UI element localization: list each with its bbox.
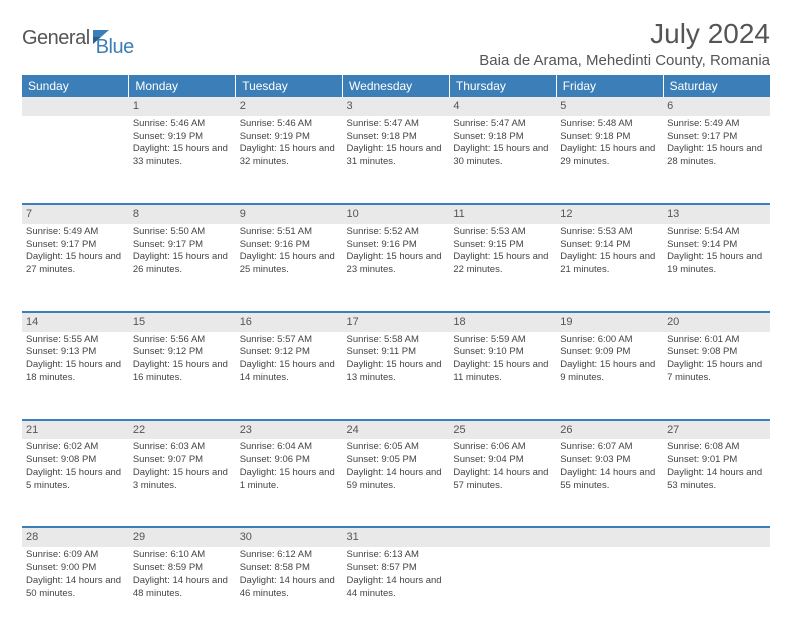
day-cell — [556, 547, 663, 635]
day-header-row: Sunday Monday Tuesday Wednesday Thursday… — [22, 75, 770, 97]
day-cell: Sunrise: 5:48 AM Sunset: 9:18 PM Dayligh… — [556, 116, 663, 204]
day-cell: Sunrise: 5:57 AM Sunset: 9:12 PM Dayligh… — [236, 332, 343, 420]
day-cell: Sunrise: 5:49 AM Sunset: 9:17 PM Dayligh… — [22, 224, 129, 312]
day-number-row: 123456 — [22, 97, 770, 116]
day-number — [556, 528, 663, 547]
day-cell: Sunrise: 6:12 AM Sunset: 8:58 PM Dayligh… — [236, 547, 343, 635]
day-cell: Sunrise: 5:59 AM Sunset: 9:10 PM Dayligh… — [449, 332, 556, 420]
day-number: 7 — [22, 205, 129, 224]
month-title: July 2024 — [479, 18, 770, 50]
day-number-row: 28293031 — [22, 528, 770, 547]
day-content-row: Sunrise: 5:55 AM Sunset: 9:13 PM Dayligh… — [22, 332, 770, 420]
day-header: Saturday — [663, 75, 770, 97]
day-content-row: Sunrise: 6:02 AM Sunset: 9:08 PM Dayligh… — [22, 439, 770, 527]
day-cell: Sunrise: 5:46 AM Sunset: 9:19 PM Dayligh… — [236, 116, 343, 204]
day-number — [449, 528, 556, 547]
day-cell: Sunrise: 5:53 AM Sunset: 9:15 PM Dayligh… — [449, 224, 556, 312]
day-number: 2 — [236, 97, 343, 116]
logo-text-blue: Blue — [96, 36, 134, 59]
title-block: July 2024 Baia de Arama, Mehedinti Count… — [479, 18, 770, 69]
day-content-row: Sunrise: 5:46 AM Sunset: 9:19 PM Dayligh… — [22, 116, 770, 204]
day-number: 28 — [22, 528, 129, 547]
day-cell: Sunrise: 6:06 AM Sunset: 9:04 PM Dayligh… — [449, 439, 556, 527]
logo: General Blue — [22, 18, 134, 59]
day-number: 13 — [663, 205, 770, 224]
day-number-row: 21222324252627 — [22, 421, 770, 440]
day-content-row: Sunrise: 6:09 AM Sunset: 9:00 PM Dayligh… — [22, 547, 770, 635]
location: Baia de Arama, Mehedinti County, Romania — [479, 52, 770, 69]
day-number: 25 — [449, 421, 556, 440]
day-number: 22 — [129, 421, 236, 440]
day-cell: Sunrise: 6:03 AM Sunset: 9:07 PM Dayligh… — [129, 439, 236, 527]
day-number: 15 — [129, 313, 236, 332]
day-number: 18 — [449, 313, 556, 332]
day-cell: Sunrise: 5:54 AM Sunset: 9:14 PM Dayligh… — [663, 224, 770, 312]
day-cell: Sunrise: 5:56 AM Sunset: 9:12 PM Dayligh… — [129, 332, 236, 420]
day-number: 14 — [22, 313, 129, 332]
calendar-table: Sunday Monday Tuesday Wednesday Thursday… — [22, 75, 770, 635]
day-number — [22, 97, 129, 116]
day-cell: Sunrise: 6:01 AM Sunset: 9:08 PM Dayligh… — [663, 332, 770, 420]
day-header: Tuesday — [236, 75, 343, 97]
day-number: 31 — [343, 528, 450, 547]
day-number: 12 — [556, 205, 663, 224]
day-header: Friday — [556, 75, 663, 97]
day-number: 21 — [22, 421, 129, 440]
day-cell: Sunrise: 5:55 AM Sunset: 9:13 PM Dayligh… — [22, 332, 129, 420]
day-number — [663, 528, 770, 547]
day-cell: Sunrise: 6:02 AM Sunset: 9:08 PM Dayligh… — [22, 439, 129, 527]
day-header: Wednesday — [343, 75, 450, 97]
day-number: 24 — [343, 421, 450, 440]
day-cell: Sunrise: 6:08 AM Sunset: 9:01 PM Dayligh… — [663, 439, 770, 527]
header: General Blue July 2024 Baia de Arama, Me… — [22, 18, 770, 69]
day-number: 19 — [556, 313, 663, 332]
day-number: 17 — [343, 313, 450, 332]
day-cell: Sunrise: 5:52 AM Sunset: 9:16 PM Dayligh… — [343, 224, 450, 312]
day-cell: Sunrise: 6:13 AM Sunset: 8:57 PM Dayligh… — [343, 547, 450, 635]
day-cell — [22, 116, 129, 204]
day-header: Monday — [129, 75, 236, 97]
day-number: 11 — [449, 205, 556, 224]
day-cell: Sunrise: 5:47 AM Sunset: 9:18 PM Dayligh… — [343, 116, 450, 204]
day-number: 10 — [343, 205, 450, 224]
day-cell: Sunrise: 5:58 AM Sunset: 9:11 PM Dayligh… — [343, 332, 450, 420]
day-number: 1 — [129, 97, 236, 116]
day-cell — [449, 547, 556, 635]
day-cell: Sunrise: 6:00 AM Sunset: 9:09 PM Dayligh… — [556, 332, 663, 420]
day-cell: Sunrise: 6:10 AM Sunset: 8:59 PM Dayligh… — [129, 547, 236, 635]
day-number: 5 — [556, 97, 663, 116]
day-cell: Sunrise: 6:04 AM Sunset: 9:06 PM Dayligh… — [236, 439, 343, 527]
day-cell: Sunrise: 5:50 AM Sunset: 9:17 PM Dayligh… — [129, 224, 236, 312]
day-number: 30 — [236, 528, 343, 547]
day-number: 9 — [236, 205, 343, 224]
day-number-row: 78910111213 — [22, 205, 770, 224]
day-number: 16 — [236, 313, 343, 332]
day-number-row: 14151617181920 — [22, 313, 770, 332]
day-cell: Sunrise: 5:51 AM Sunset: 9:16 PM Dayligh… — [236, 224, 343, 312]
day-number: 23 — [236, 421, 343, 440]
day-header: Thursday — [449, 75, 556, 97]
day-content-row: Sunrise: 5:49 AM Sunset: 9:17 PM Dayligh… — [22, 224, 770, 312]
day-number: 29 — [129, 528, 236, 547]
day-cell — [663, 547, 770, 635]
day-cell: Sunrise: 6:07 AM Sunset: 9:03 PM Dayligh… — [556, 439, 663, 527]
day-number: 20 — [663, 313, 770, 332]
day-cell: Sunrise: 5:47 AM Sunset: 9:18 PM Dayligh… — [449, 116, 556, 204]
day-header: Sunday — [22, 75, 129, 97]
day-number: 8 — [129, 205, 236, 224]
day-number: 27 — [663, 421, 770, 440]
day-number: 4 — [449, 97, 556, 116]
day-number: 6 — [663, 97, 770, 116]
day-cell: Sunrise: 6:05 AM Sunset: 9:05 PM Dayligh… — [343, 439, 450, 527]
day-cell: Sunrise: 6:09 AM Sunset: 9:00 PM Dayligh… — [22, 547, 129, 635]
day-cell: Sunrise: 5:53 AM Sunset: 9:14 PM Dayligh… — [556, 224, 663, 312]
logo-text-general: General — [22, 27, 90, 50]
day-cell: Sunrise: 5:49 AM Sunset: 9:17 PM Dayligh… — [663, 116, 770, 204]
day-number: 3 — [343, 97, 450, 116]
day-cell: Sunrise: 5:46 AM Sunset: 9:19 PM Dayligh… — [129, 116, 236, 204]
day-number: 26 — [556, 421, 663, 440]
